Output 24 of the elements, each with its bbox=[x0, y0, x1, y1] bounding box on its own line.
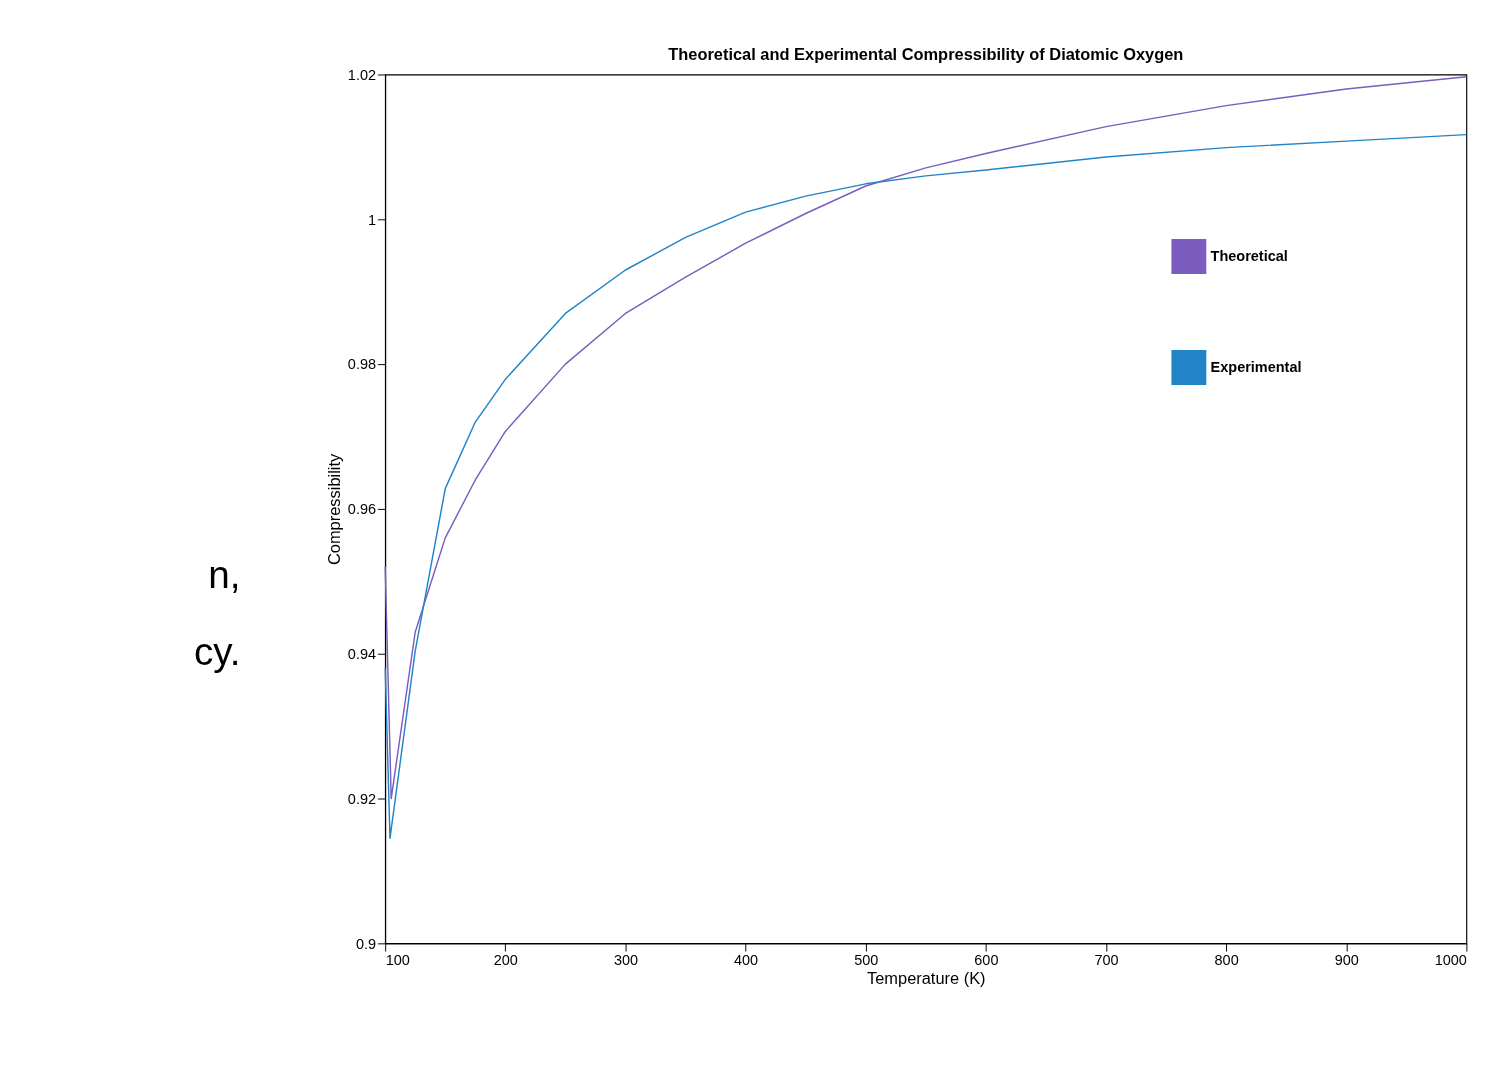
x-tick-label: 900 bbox=[1334, 952, 1359, 969]
x-tick-label: 200 bbox=[493, 952, 518, 969]
legend-label: Theoretical bbox=[1210, 248, 1288, 265]
y-tick-label: 0.92 bbox=[347, 790, 377, 807]
x-axis-title: Temperature (K) bbox=[867, 969, 986, 988]
x-tick-label: 700 bbox=[1094, 952, 1119, 969]
legend-label: Experimental bbox=[1210, 359, 1302, 376]
x-tick-label: 1000 bbox=[1434, 952, 1467, 969]
x-tick-label: 800 bbox=[1214, 952, 1239, 969]
y-tick-label: 1.02 bbox=[347, 66, 377, 83]
text: cy. bbox=[193, 630, 241, 674]
x-tick-label: 600 bbox=[974, 952, 999, 969]
y-tick-label: 0.96 bbox=[347, 501, 377, 518]
y-tick-label: 0.94 bbox=[347, 646, 377, 663]
chart-title: Theoretical and Experimental Compressibility of Diatomic Oxygen bbox=[668, 45, 1184, 64]
text: n, bbox=[208, 553, 241, 597]
x-tick-label: 300 bbox=[613, 952, 639, 969]
y-tick-label: 1 bbox=[367, 211, 377, 228]
x-tick-label: 100 bbox=[385, 952, 410, 969]
x-tick-label: 500 bbox=[854, 952, 879, 969]
y-tick-label: 0.9 bbox=[355, 935, 377, 952]
y-tick-label: 0.98 bbox=[347, 356, 377, 373]
x-tick-label: 400 bbox=[734, 952, 759, 969]
y-axis-title: Compressibility bbox=[325, 453, 344, 566]
